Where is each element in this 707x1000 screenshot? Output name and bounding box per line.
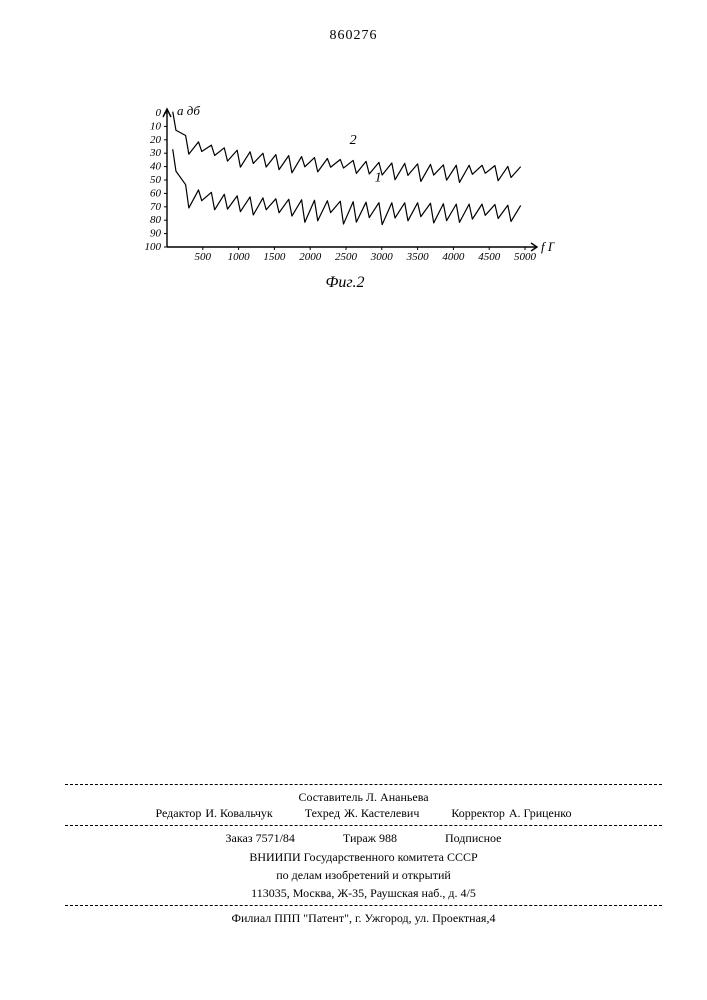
order-row: Заказ 7571/84 Тираж 988 Подписное (65, 830, 662, 846)
divider (65, 905, 662, 906)
figure-label: Фиг.2 (135, 274, 555, 292)
svg-text:2500: 2500 (335, 251, 358, 263)
order-cell: Заказ 7571/84 (226, 830, 295, 846)
svg-text:90: 90 (150, 228, 162, 240)
svg-text:60: 60 (150, 187, 162, 199)
teched-cell: Техред Ж. Кастелевич (305, 805, 420, 821)
editor-name: И. Ковальчук (205, 805, 272, 821)
svg-text:50: 50 (150, 174, 162, 186)
svg-text:4000: 4000 (442, 251, 465, 263)
subscription: Подписное (445, 830, 502, 846)
svg-text:4500: 4500 (478, 251, 501, 263)
svg-text:3000: 3000 (370, 251, 394, 263)
svg-text:3500: 3500 (406, 251, 430, 263)
svg-text:10: 10 (150, 120, 162, 132)
svg-text:20: 20 (150, 134, 162, 146)
tirazh-value: 988 (379, 831, 397, 845)
chart-fig2: 0102030405060708090100500100015002000250… (135, 105, 555, 295)
address: 113035, Москва, Ж-35, Раушская наб., д. … (65, 885, 662, 901)
page: 860276 010203040506070809010050010001500… (0, 0, 707, 1000)
svg-text:1: 1 (375, 170, 382, 185)
compiler-role: Составитель (298, 790, 362, 804)
divider (65, 784, 662, 785)
branch: Филиал ППП "Патент", г. Ужгород, ул. Про… (65, 910, 662, 926)
svg-text:80: 80 (150, 214, 162, 226)
svg-text:100: 100 (145, 241, 162, 253)
org-line2: по делам изобретений и открытий (65, 867, 662, 883)
teched-role: Техред (305, 805, 340, 821)
teched-name: Ж. Кастелевич (344, 805, 419, 821)
tirazh-cell: Тираж 988 (343, 830, 397, 846)
editor-role: Редактор (155, 805, 201, 821)
svg-text:5000: 5000 (514, 251, 537, 263)
svg-text:0: 0 (156, 107, 162, 119)
svg-text:30: 30 (149, 147, 162, 159)
svg-text:a дб: a дб (177, 105, 200, 118)
patent-number: 860276 (330, 28, 378, 44)
tirazh-label: Тираж (343, 831, 376, 845)
svg-text:1000: 1000 (228, 251, 251, 263)
divider (65, 825, 662, 826)
svg-text:1500: 1500 (263, 251, 286, 263)
svg-text:2000: 2000 (299, 251, 322, 263)
editor-cell: Редактор И. Ковальчук (155, 805, 272, 821)
corrector-name: А. Гриценко (509, 805, 572, 821)
order-value: 7571/84 (256, 831, 295, 845)
svg-text:500: 500 (195, 251, 212, 263)
compiler-name: Л. Ананьева (366, 790, 429, 804)
footer: Составитель Л. Ананьева Редактор И. Кова… (65, 780, 662, 926)
svg-text:40: 40 (150, 161, 162, 173)
chart-svg: 0102030405060708090100500100015002000250… (135, 105, 555, 265)
credits-row: Редактор И. Ковальчук Техред Ж. Кастелев… (65, 805, 662, 821)
order-label: Заказ (226, 831, 253, 845)
compiler-line: Составитель Л. Ананьева (65, 789, 662, 805)
corrector-cell: Корректор А. Гриценко (451, 805, 571, 821)
svg-text:f Гц: f Гц (541, 239, 555, 254)
svg-text:2: 2 (350, 133, 357, 148)
corrector-role: Корректор (451, 805, 505, 821)
svg-text:70: 70 (150, 201, 162, 213)
org-line1: ВНИИПИ Государственного комитета СССР (65, 849, 662, 865)
